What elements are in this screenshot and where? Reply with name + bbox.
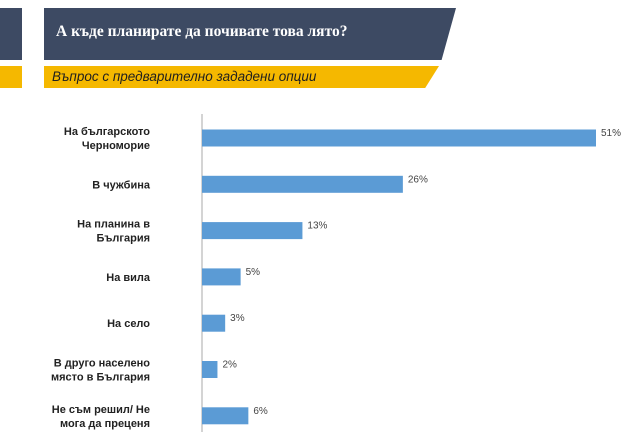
bar-value-label: 13%	[307, 221, 327, 232]
chart-title: А къде планирате да почивате това лято?	[56, 23, 348, 40]
bar	[202, 314, 226, 332]
category-label: На село	[107, 318, 150, 330]
bar	[202, 268, 241, 286]
category-label: На българското	[64, 126, 150, 138]
bar	[202, 222, 303, 240]
bar	[202, 175, 403, 193]
bar-value-label: 3%	[230, 313, 245, 324]
bar-value-label: 6%	[253, 406, 268, 417]
subtitle-band: Въпрос с предварително зададени опции	[44, 66, 439, 88]
category-label: В друго населено	[54, 358, 150, 370]
bar	[202, 361, 218, 378]
bar	[202, 407, 249, 425]
left-subtitle-band-fragment	[0, 66, 22, 88]
category-label: На вила	[106, 272, 151, 284]
bar-value-label: 51%	[601, 128, 621, 139]
category-label: В чужбина	[92, 179, 151, 191]
bar	[202, 129, 596, 147]
bar-value-label: 26%	[408, 174, 428, 185]
category-label: мога да преценя	[60, 418, 150, 430]
category-label: На планина в	[77, 219, 150, 231]
category-label: място в България	[51, 372, 150, 384]
bar-value-label: 5%	[246, 267, 261, 278]
category-label: България	[96, 233, 150, 245]
bar-value-label: 2%	[222, 360, 237, 371]
category-label: Черноморие	[82, 140, 150, 152]
category-label: Не съм решил/ Не	[52, 404, 150, 416]
left-header-band-fragment	[0, 8, 22, 60]
chart-subtitle: Въпрос с предварително зададени опции	[52, 69, 317, 84]
title-band: А къде планирате да почивате това лято?	[44, 8, 456, 60]
bar-chart: 51% На българското Черноморие 26% В чужбина 1…	[51, 114, 621, 432]
